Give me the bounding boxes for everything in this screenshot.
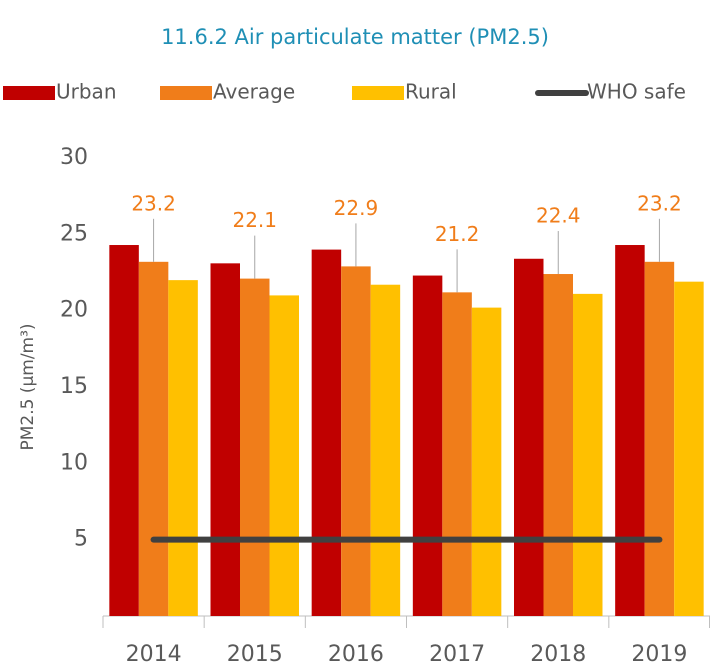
x-tick-label: 2016 bbox=[328, 642, 384, 667]
legend-swatch bbox=[352, 86, 404, 100]
legend-swatch bbox=[3, 86, 55, 100]
legend-label: Average bbox=[213, 80, 295, 104]
bar bbox=[269, 295, 299, 616]
bar bbox=[109, 245, 139, 616]
legend-label: Rural bbox=[405, 80, 457, 104]
bar bbox=[370, 284, 401, 616]
y-tick-label: 25 bbox=[60, 221, 88, 246]
data-label: 22.9 bbox=[334, 196, 379, 220]
bar bbox=[442, 292, 472, 616]
data-label: 22.1 bbox=[232, 208, 277, 232]
y-tick-label: 10 bbox=[60, 450, 88, 475]
bar bbox=[341, 266, 371, 616]
bar bbox=[514, 258, 544, 616]
chart-title: 11.6.2 Air particulate matter (PM2.5) bbox=[161, 25, 549, 49]
bar bbox=[240, 278, 270, 616]
x-tick-label: 2017 bbox=[429, 642, 485, 667]
bar bbox=[674, 281, 704, 616]
bar bbox=[471, 307, 502, 616]
x-tick-label: 2019 bbox=[631, 642, 687, 667]
data-label: 23.2 bbox=[131, 191, 176, 215]
bar bbox=[138, 261, 169, 616]
x-tick-label: 2014 bbox=[126, 642, 182, 667]
data-label: 21.2 bbox=[435, 222, 480, 246]
x-tick-label: 2018 bbox=[530, 642, 586, 667]
bar bbox=[573, 293, 603, 616]
y-tick-label: 5 bbox=[74, 527, 88, 552]
bar bbox=[311, 249, 342, 616]
legend-swatch bbox=[160, 86, 212, 100]
y-tick-label: 30 bbox=[60, 145, 88, 170]
bar bbox=[543, 274, 573, 616]
legend-label: WHO safe bbox=[587, 80, 686, 104]
bar bbox=[412, 275, 443, 616]
bar bbox=[210, 263, 240, 616]
data-label: 23.2 bbox=[637, 191, 682, 215]
x-tick-label: 2015 bbox=[227, 642, 283, 667]
bar bbox=[168, 280, 198, 616]
y-axis-label: PM2.5 (μm/m³) bbox=[18, 323, 38, 450]
legend-label: Urban bbox=[56, 80, 117, 104]
y-tick-label: 15 bbox=[60, 374, 88, 399]
bar bbox=[615, 245, 645, 616]
bar bbox=[644, 261, 675, 616]
data-label: 22.4 bbox=[536, 204, 581, 228]
y-tick-label: 20 bbox=[60, 298, 88, 323]
